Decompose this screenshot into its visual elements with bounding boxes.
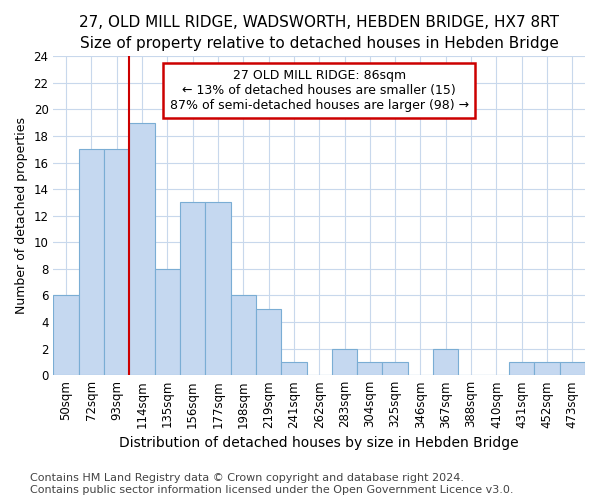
- Bar: [130, 123, 155, 375]
- Bar: [79, 150, 104, 375]
- Text: 27 OLD MILL RIDGE: 86sqm
← 13% of detached houses are smaller (15)
87% of semi-d: 27 OLD MILL RIDGE: 86sqm ← 13% of detach…: [170, 69, 469, 112]
- Bar: [256, 309, 281, 375]
- Bar: [53, 296, 79, 375]
- Bar: [433, 348, 458, 375]
- Title: 27, OLD MILL RIDGE, WADSWORTH, HEBDEN BRIDGE, HX7 8RT
Size of property relative : 27, OLD MILL RIDGE, WADSWORTH, HEBDEN BR…: [79, 15, 559, 51]
- Bar: [155, 269, 180, 375]
- Bar: [560, 362, 585, 375]
- Bar: [332, 348, 357, 375]
- Bar: [230, 296, 256, 375]
- Bar: [205, 202, 230, 375]
- X-axis label: Distribution of detached houses by size in Hebden Bridge: Distribution of detached houses by size …: [119, 436, 519, 450]
- Text: Contains HM Land Registry data © Crown copyright and database right 2024.
Contai: Contains HM Land Registry data © Crown c…: [30, 474, 514, 495]
- Bar: [357, 362, 382, 375]
- Bar: [180, 202, 205, 375]
- Bar: [281, 362, 307, 375]
- Bar: [509, 362, 535, 375]
- Bar: [104, 150, 130, 375]
- Bar: [382, 362, 408, 375]
- Bar: [535, 362, 560, 375]
- Y-axis label: Number of detached properties: Number of detached properties: [15, 118, 28, 314]
